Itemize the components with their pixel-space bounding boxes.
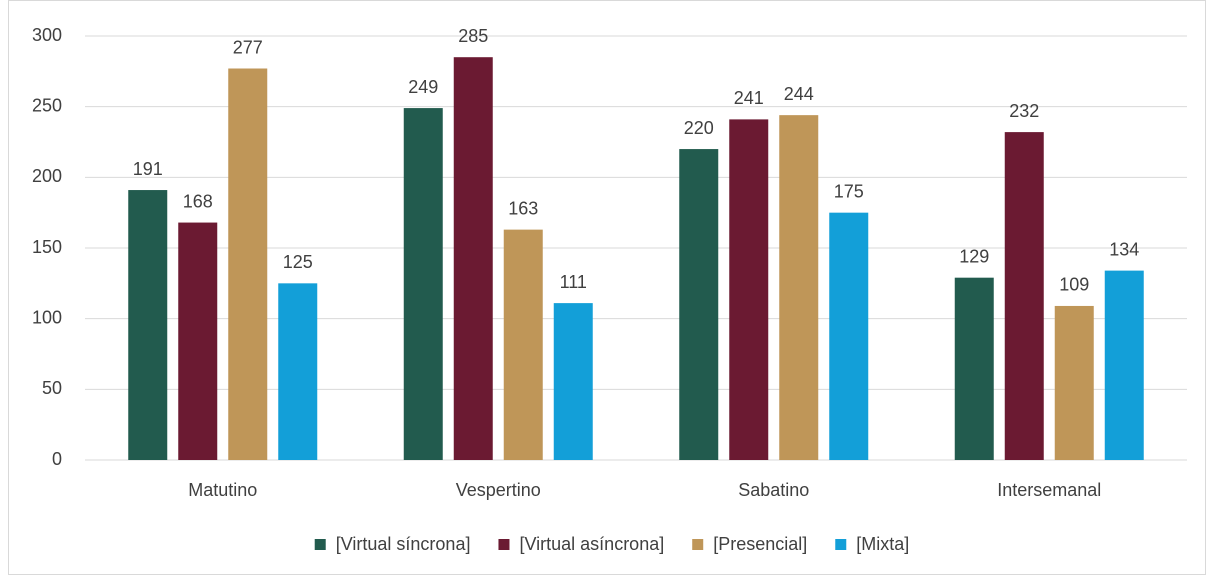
bar — [178, 222, 218, 460]
y-tick-label: 50 — [42, 378, 62, 398]
data-label: 111 — [560, 272, 587, 292]
legend-swatch — [314, 539, 326, 550]
data-label: 134 — [1109, 239, 1139, 259]
data-label: 220 — [684, 118, 714, 138]
data-label: 125 — [283, 252, 313, 272]
data-label: 191 — [133, 159, 163, 179]
data-label: 285 — [458, 26, 488, 46]
y-tick-label: 0 — [52, 449, 62, 469]
x-tick-label: Intersemanal — [997, 480, 1101, 500]
bar — [503, 229, 543, 460]
legend-label: [Virtual asíncrona] — [519, 534, 664, 554]
data-label: 244 — [784, 84, 814, 104]
bar — [729, 119, 769, 461]
y-tick-label: 100 — [32, 307, 62, 327]
data-label: 109 — [1059, 275, 1089, 295]
x-tick-label: Matutino — [188, 480, 257, 500]
legend-label: [Virtual síncrona] — [336, 534, 471, 554]
bar — [278, 283, 318, 460]
x-tick-label: Sabatino — [738, 480, 809, 500]
data-label: 175 — [834, 181, 864, 201]
bar — [128, 190, 168, 460]
data-label: 232 — [1009, 101, 1039, 121]
bar — [553, 303, 593, 460]
legend-swatch — [835, 539, 847, 550]
bar — [403, 108, 443, 460]
legend-swatch — [692, 539, 704, 550]
bar — [228, 68, 268, 461]
data-label: 249 — [408, 77, 438, 97]
bar — [829, 212, 869, 460]
bar — [1104, 270, 1144, 460]
legend-swatch — [498, 539, 510, 550]
data-label: 163 — [508, 198, 538, 218]
bar — [779, 115, 819, 460]
bar — [679, 149, 719, 461]
bar — [453, 57, 493, 460]
bar — [1004, 132, 1044, 460]
legend-label: [Mixta] — [856, 534, 909, 554]
bar — [1054, 305, 1094, 460]
y-tick-label: 300 — [32, 25, 62, 45]
x-tick-label: Vespertino — [456, 480, 541, 500]
y-tick-label: 200 — [32, 166, 62, 186]
bar — [954, 277, 994, 460]
legend-label: [Presencial] — [713, 534, 807, 554]
y-tick-label: 250 — [32, 95, 62, 115]
data-label: 277 — [233, 37, 263, 57]
data-label: 129 — [959, 246, 989, 266]
data-label: 168 — [183, 191, 213, 211]
data-label: 241 — [734, 88, 764, 108]
y-tick-label: 150 — [32, 237, 62, 257]
